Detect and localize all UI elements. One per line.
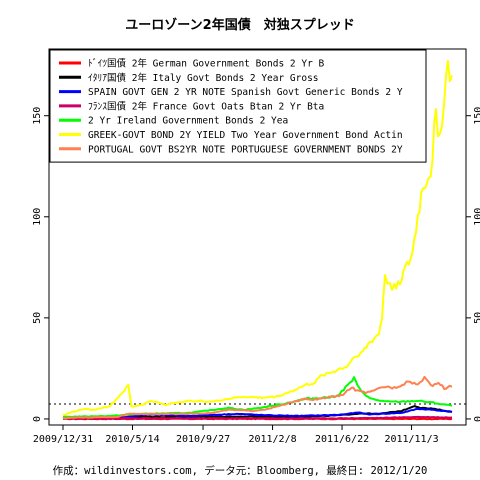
legend-label-0: ﾄﾞｲﾂ国債 2年 German Government Bonds 2 Yr B xyxy=(88,58,325,70)
x-tick-label-5: 2011/11/3 xyxy=(384,434,438,445)
legend: ﾄﾞｲﾂ国債 2年 German Government Bonds 2 Yr B… xyxy=(49,49,427,163)
axes: 0 0 50 50 100 100 150 150 2009/12/31 2010/5/14 201… xyxy=(32,107,480,445)
series-line-6 xyxy=(62,375,453,420)
y-tick-label-right-0: 0 xyxy=(473,416,480,422)
x-tick-label-0: 2009/12/31 xyxy=(33,434,93,445)
y-tick-label-left-0: 0 xyxy=(32,416,43,422)
series-lines xyxy=(62,59,453,421)
y-tick-label-left-2: 100 xyxy=(32,208,43,226)
y-tick-label-right-1: 50 xyxy=(473,312,480,324)
source-footer: 作成：wildinvestors.com, データ元：Bloomberg, 最終… xyxy=(53,464,428,477)
y-tick-label-right-3: 150 xyxy=(473,107,480,125)
y-tick-label-left-1: 50 xyxy=(32,312,43,324)
plot-frame xyxy=(48,48,467,426)
y-tick-label-right-2: 100 xyxy=(473,208,480,226)
x-tick-label-4: 2011/6/22 xyxy=(315,434,369,445)
legend-label-1: ｲﾀﾘｱ国債 2年 Italy Govt Bonds 2 Year Gross xyxy=(88,72,319,84)
legend-label-3: ﾌﾗﾝｽ国債 2年 France Govt Oats Btan 2 Yr Bta xyxy=(88,100,324,112)
legend-label-6: PORTUGAL GOVT BS2YR NOTE PORTUGUESE GOVE… xyxy=(88,144,403,155)
series-line-3 xyxy=(62,415,453,420)
legend-label-5: GREEK-GOVT BOND 2Y YIELD Two Year Govern… xyxy=(88,130,403,141)
x-tick-label-2: 2010/9/27 xyxy=(176,434,230,445)
x-tick-label-1: 2010/5/14 xyxy=(105,434,159,445)
series-line-5 xyxy=(62,59,453,416)
series-line-2 xyxy=(62,407,453,419)
legend-label-4: 2 Yr Ireland Government Bonds 2 Yea xyxy=(88,116,288,127)
y-tick-label-left-3: 150 xyxy=(32,107,43,125)
legend-label-2: SPAIN GOVT GEN 2 YR NOTE Spanish Govt Ge… xyxy=(88,87,403,98)
chart-title: ユーロゾーン2年国債 対独スプレッド xyxy=(125,17,354,33)
x-tick-label-3: 2011/2/8 xyxy=(248,434,296,445)
legend-box xyxy=(49,49,427,163)
